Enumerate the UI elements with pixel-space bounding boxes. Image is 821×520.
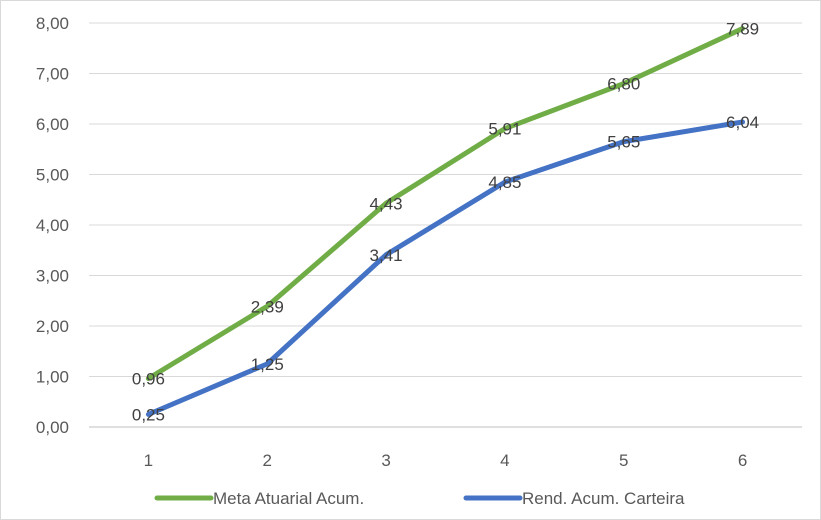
- data-label: 7,89: [726, 20, 759, 39]
- data-label: 2,39: [251, 297, 284, 316]
- data-label: 4,43: [370, 194, 403, 213]
- y-tick-label: 3,00: [36, 267, 69, 286]
- legend: Meta Atuarial Acum. Rend. Acum. Carteira: [154, 489, 685, 508]
- data-label: 6,04: [726, 113, 759, 132]
- data-label: 6,80: [607, 75, 640, 94]
- legend-label-1: Meta Atuarial Acum.: [213, 489, 364, 508]
- data-label: 0,25: [132, 405, 165, 424]
- x-tick-label: 6: [738, 451, 747, 470]
- x-tick-label: 5: [619, 451, 628, 470]
- legend-label-2: Rend. Acum. Carteira: [522, 489, 685, 508]
- y-tick-label: 0,00: [36, 418, 69, 437]
- x-tick-label: 1: [144, 451, 153, 470]
- data-label: 1,25: [251, 355, 284, 374]
- data-label: 4,85: [488, 173, 521, 192]
- series-lines: [145, 26, 746, 417]
- data-label: 5,65: [607, 133, 640, 152]
- y-tick-label: 4,00: [36, 216, 69, 235]
- y-tick-label: 5,00: [36, 166, 69, 185]
- y-tick-label: 7,00: [36, 65, 69, 84]
- axes: 0,00 1,00 2,00 3,00 4,00 5,00 6,00 7,00 8,00 1 2 3 4…: [36, 14, 802, 470]
- x-tick-label: 3: [381, 451, 390, 470]
- series-line-1: [145, 26, 746, 382]
- series-line-2: [145, 119, 746, 417]
- y-tick-label: 1,00: [36, 368, 69, 387]
- data-label: 5,91: [488, 120, 521, 139]
- data-label: 0,96: [132, 370, 165, 389]
- y-tick-label: 6,00: [36, 115, 69, 134]
- x-tick-label: 2: [263, 451, 272, 470]
- data-label: 3,41: [370, 246, 403, 265]
- y-tick-label: 8,00: [36, 14, 69, 33]
- gridlines: [89, 22, 802, 377]
- y-tick-label: 2,00: [36, 317, 69, 336]
- data-labels: 0,96 2,39 4,43 5,91 6,80 7,89 0,25 1,25 3,41 4,85…: [132, 20, 759, 425]
- x-tick-label: 4: [500, 451, 509, 470]
